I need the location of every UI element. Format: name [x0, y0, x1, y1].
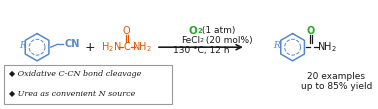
- Text: NH$_2$: NH$_2$: [132, 40, 152, 54]
- Text: up to 85% yield: up to 85% yield: [301, 82, 372, 91]
- Text: (1 atm): (1 atm): [199, 26, 235, 35]
- Text: NH$_2$: NH$_2$: [317, 40, 337, 54]
- Text: 2: 2: [198, 28, 203, 34]
- Text: 130 °C, 12 h: 130 °C, 12 h: [173, 46, 229, 55]
- Text: O: O: [123, 26, 131, 36]
- Text: R: R: [274, 41, 280, 50]
- Text: 20 examples: 20 examples: [307, 72, 366, 81]
- Text: CN: CN: [64, 39, 80, 49]
- Text: FeCl: FeCl: [181, 36, 200, 45]
- Text: R: R: [19, 41, 26, 50]
- Text: (20 mol%): (20 mol%): [203, 36, 253, 45]
- Text: 2: 2: [200, 38, 204, 43]
- FancyBboxPatch shape: [4, 65, 172, 104]
- Text: C: C: [123, 42, 130, 52]
- Text: ◆ Oxidative C-CN bond cleavage: ◆ Oxidative C-CN bond cleavage: [9, 71, 141, 78]
- Text: +: +: [84, 41, 95, 54]
- Text: H$_2$N: H$_2$N: [101, 40, 121, 54]
- Text: ◆ Urea as convenient N source: ◆ Urea as convenient N source: [9, 90, 135, 98]
- Text: O: O: [307, 26, 315, 36]
- Text: O: O: [188, 26, 197, 36]
